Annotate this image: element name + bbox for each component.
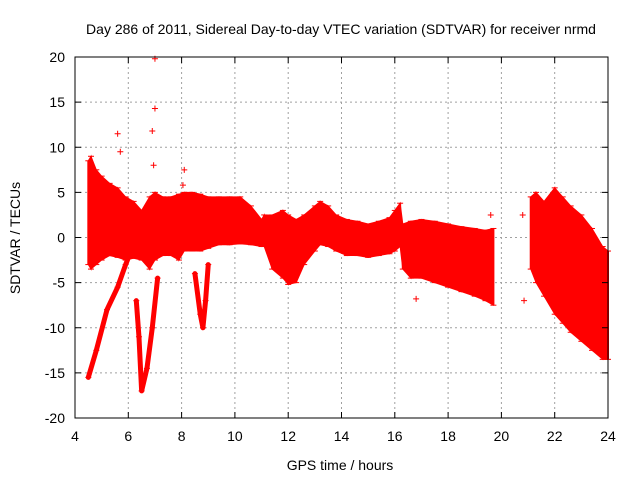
y-tick-label: -15 [45,365,65,381]
outlier-point [149,128,156,135]
outlier-point [181,166,188,173]
band-segment [378,216,390,257]
chart-title: Day 286 of 2011, Sidereal Day-to-day VTE… [86,21,596,37]
y-tick-label: 0 [57,230,65,246]
excursion-spike [133,275,161,394]
band-segment [101,175,111,261]
x-tick-label: 24 [600,428,616,444]
band-segment [591,226,604,361]
band-segment [447,223,462,293]
x-tick-label: 16 [387,428,403,444]
band-segment [420,218,436,284]
x-axis-label: GPS time / hours [287,457,394,473]
band-segment [263,214,273,270]
band-segment [162,196,172,257]
band-segment [117,186,127,261]
outlier-point [150,162,157,169]
band-segment [109,182,119,258]
x-tick-label: 4 [71,428,79,444]
x-tick-label: 18 [440,428,456,444]
y-tick-label: -20 [45,410,65,426]
outlier-point [114,130,121,137]
band-segment [410,218,422,279]
outlier-point [521,297,528,304]
x-tick-label: 14 [334,428,350,444]
band-segment [239,195,252,246]
band-segment [141,195,151,271]
x-tick-label: 6 [124,428,132,444]
band-segment [287,214,297,286]
outlier-point [117,148,124,155]
band-segment [229,196,241,246]
band-segment [199,193,209,252]
band-segment [191,191,201,252]
band-segment [327,204,337,252]
series-outliers [114,55,528,304]
band-segment [562,195,572,334]
band-segment [570,204,582,343]
y-tick-label: -5 [53,275,66,291]
band-segment [434,220,449,288]
y-tick-label: 15 [49,94,65,110]
band-segment [154,191,164,261]
band-segment [356,220,369,258]
band-segment [543,186,556,317]
series-excursions [85,248,212,394]
series-band [85,154,611,361]
x-tick-label: 20 [494,428,510,444]
band-segment [295,214,305,283]
band-segment [554,186,564,325]
x-tick-label: 22 [547,428,563,444]
band-segment [535,191,545,298]
band-segment [218,196,231,246]
outlier-point [151,105,158,112]
y-axis-label: SDTVAR / TECUs [7,182,23,294]
band-segment [367,220,380,258]
x-tick-label: 8 [178,428,186,444]
band-segment [460,226,476,297]
outlier-point [519,211,526,218]
data-layer [85,55,611,394]
band-segment [250,204,263,248]
x-tick-label: 10 [227,428,243,444]
band-segment [484,227,494,307]
outlier-point [179,182,186,189]
band-segment [346,218,358,257]
band-segment [207,196,220,250]
excursion-spike [85,248,134,380]
band-segment [580,213,593,352]
y-tick-label: 5 [57,184,65,200]
y-tick-label: -10 [45,320,65,336]
band-segment [170,193,180,261]
band-segment [335,214,348,257]
band-segment [271,209,284,280]
outlier-point [413,295,420,302]
band-segment [319,200,329,248]
band-segment [474,227,486,302]
x-tick-label: 12 [280,428,296,444]
axis-ticks: 4 6 8 10 12 14 16 18 20 22 24 -20 -15 -10 -5 0 5 10 15 20 [45,49,616,444]
band-segment [183,191,193,252]
y-tick-label: 10 [49,139,65,155]
outlier-point [487,211,494,218]
y-tick-label: 20 [49,49,65,65]
